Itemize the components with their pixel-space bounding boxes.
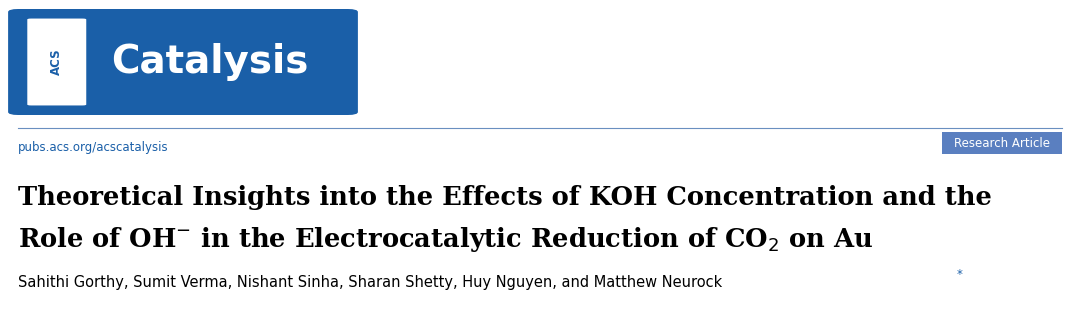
Text: ACS: ACS: [51, 49, 64, 75]
FancyBboxPatch shape: [9, 9, 357, 115]
Text: Role of OH$^{-}$ in the Electrocatalytic Reduction of CO$_{2}$ on Au: Role of OH$^{-}$ in the Electrocatalytic…: [18, 225, 874, 254]
Text: Catalysis: Catalysis: [111, 43, 308, 81]
Text: Sahithi Gorthy, Sumit Verma, Nishant Sinha, Sharan Shetty, Huy Nguyen, and Matth: Sahithi Gorthy, Sumit Verma, Nishant Sin…: [18, 275, 723, 290]
Text: pubs.acs.org/acscatalysis: pubs.acs.org/acscatalysis: [18, 142, 168, 155]
FancyBboxPatch shape: [26, 17, 87, 106]
Text: Theoretical Insights into the Effects of KOH Concentration and the: Theoretical Insights into the Effects of…: [18, 184, 991, 210]
Text: *: *: [957, 268, 962, 281]
Text: Research Article: Research Article: [954, 137, 1050, 150]
